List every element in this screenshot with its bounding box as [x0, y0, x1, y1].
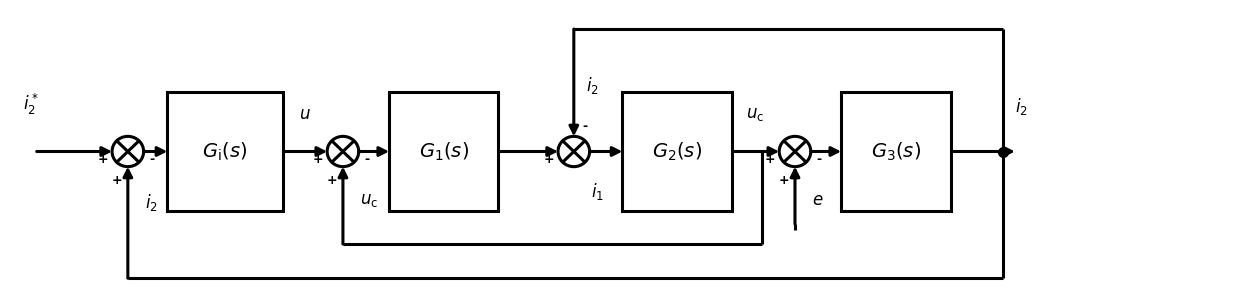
- Bar: [622, 92, 732, 211]
- Text: +: +: [326, 174, 337, 187]
- Text: $u_\mathrm{c}$: $u_\mathrm{c}$: [360, 192, 378, 209]
- Text: $i_2$: $i_2$: [1014, 96, 1028, 117]
- Text: +: +: [112, 174, 123, 187]
- Text: +: +: [765, 153, 775, 166]
- Text: $i_2$: $i_2$: [145, 192, 157, 213]
- Text: $i_2^*$: $i_2^*$: [22, 92, 38, 117]
- Text: $G_1(s)$: $G_1(s)$: [419, 140, 469, 163]
- Bar: [167, 92, 283, 211]
- Text: -: -: [583, 121, 588, 134]
- Text: -: -: [817, 153, 822, 166]
- Text: $G_\mathrm{i}(s)$: $G_\mathrm{i}(s)$: [202, 140, 248, 163]
- Bar: [841, 92, 951, 211]
- Text: $G_2(s)$: $G_2(s)$: [652, 140, 702, 163]
- Text: $i_2$: $i_2$: [587, 75, 599, 96]
- Text: $i_1$: $i_1$: [590, 181, 604, 202]
- Text: +: +: [98, 153, 108, 166]
- Text: $G_3(s)$: $G_3(s)$: [870, 140, 921, 163]
- Text: -: -: [150, 153, 155, 166]
- Bar: [389, 92, 498, 211]
- Text: $u$: $u$: [299, 106, 311, 123]
- Text: +: +: [544, 153, 554, 166]
- Text: -: -: [365, 153, 370, 166]
- Text: +: +: [779, 174, 790, 187]
- Text: +: +: [312, 153, 324, 166]
- Text: $e$: $e$: [812, 192, 823, 209]
- Text: $u_\mathrm{c}$: $u_\mathrm{c}$: [746, 106, 765, 123]
